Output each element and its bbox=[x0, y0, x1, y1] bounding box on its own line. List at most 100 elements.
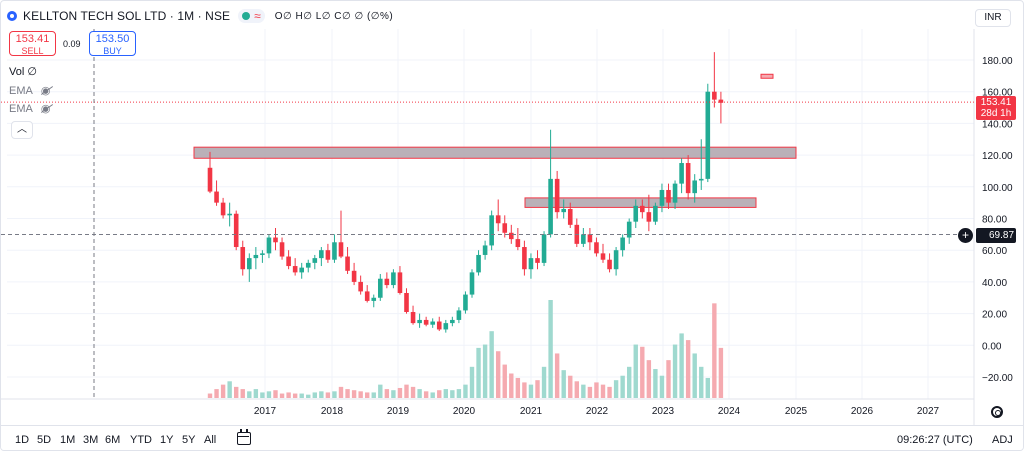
candle-body bbox=[541, 234, 547, 263]
add-plus-icon[interactable]: + bbox=[958, 228, 973, 243]
candle-body bbox=[476, 254, 481, 273]
range-button-all[interactable]: All bbox=[204, 434, 217, 446]
volume-bar bbox=[666, 360, 671, 398]
bar-countdown: 28d 1h bbox=[980, 108, 1012, 119]
symbol-title[interactable]: KELLTON TECH SOL LTD · 1M · NSE bbox=[23, 9, 231, 23]
year-tick-label: 2017 bbox=[254, 406, 277, 417]
buy-button[interactable]: 153.50 BUY bbox=[89, 31, 136, 56]
candle-body bbox=[351, 270, 357, 282]
volume-bar bbox=[607, 386, 612, 398]
volume-bar bbox=[587, 386, 593, 398]
candle-body bbox=[581, 234, 586, 244]
spread-value: 0.09 bbox=[63, 39, 81, 49]
range-button-5y[interactable]: 5Y bbox=[182, 434, 196, 446]
candle-body bbox=[397, 272, 403, 293]
ema-indicator-1[interactable]: EMA ◉ bbox=[9, 84, 51, 98]
volume-bar bbox=[266, 391, 272, 398]
range-button-ytd[interactable]: YTD bbox=[130, 434, 152, 446]
price-axis: 180.00 160.00 140.00 120.00 100.00 80.00 60.00… bbox=[982, 56, 1013, 384]
volume-bar bbox=[391, 390, 396, 398]
candle-body bbox=[482, 245, 488, 255]
volume-bar bbox=[365, 392, 370, 398]
volume-indicator[interactable]: Vol ∅ bbox=[9, 65, 37, 79]
range-button-6m[interactable]: 6M bbox=[105, 434, 121, 446]
volume-bar bbox=[351, 390, 357, 398]
symbol-legend: KELLTON TECH SOL LTD · 1M · NSE ≈ O∅ H∅ … bbox=[7, 9, 393, 23]
price-zones bbox=[193, 73, 797, 208]
candle-body bbox=[640, 205, 645, 213]
volume-bar bbox=[292, 393, 298, 398]
hidden-eye-icon[interactable]: ◉ bbox=[40, 103, 51, 115]
vol-label: Vol bbox=[9, 65, 25, 78]
candle-body bbox=[312, 258, 318, 263]
volume-bar bbox=[319, 391, 324, 398]
candle-body bbox=[410, 312, 416, 324]
volume-bar bbox=[312, 392, 317, 398]
volume-bar bbox=[325, 392, 331, 398]
candle-body bbox=[338, 242, 344, 257]
volume-bar bbox=[548, 300, 553, 398]
volume-bar bbox=[718, 347, 724, 398]
volume-bar bbox=[496, 351, 501, 398]
candle-body bbox=[292, 266, 298, 273]
volume-bar bbox=[260, 392, 265, 398]
range-button-1m[interactable]: 1M bbox=[60, 434, 76, 446]
volume-bar bbox=[568, 375, 573, 398]
year-tick-label: 2018 bbox=[321, 406, 344, 417]
volume-bar bbox=[699, 366, 704, 398]
hidden-eye-icon[interactable]: ◉ bbox=[40, 85, 51, 97]
volume-bar bbox=[633, 344, 638, 398]
volume-bar bbox=[443, 389, 448, 398]
calendar-icon[interactable] bbox=[237, 429, 251, 445]
candle-body bbox=[417, 319, 422, 324]
volume-bar bbox=[417, 389, 422, 398]
chevron-up-icon[interactable]: ︿ bbox=[11, 121, 33, 139]
sell-price: 153.41 bbox=[15, 33, 50, 45]
volume-bar bbox=[273, 390, 278, 398]
volume-bar bbox=[659, 375, 665, 398]
volume-bar bbox=[345, 389, 350, 398]
price-tick-label: 0.00 bbox=[982, 341, 1002, 352]
market-open-icon bbox=[242, 12, 251, 20]
volume-bar bbox=[469, 366, 475, 398]
ema2-label: EMA bbox=[9, 102, 33, 115]
range-button-1d[interactable]: 1D bbox=[15, 434, 30, 446]
volume-bar bbox=[554, 353, 560, 398]
candle-body bbox=[253, 254, 259, 259]
buy-price: 153.50 bbox=[95, 33, 130, 45]
utc-clock[interactable]: 09:26:27 (UTC) bbox=[897, 434, 973, 446]
candlesticks bbox=[207, 52, 724, 333]
candle-body bbox=[279, 242, 285, 257]
candle-body bbox=[561, 208, 566, 213]
volume-bar bbox=[214, 389, 219, 398]
candle-body bbox=[273, 237, 278, 243]
candle-body bbox=[404, 292, 409, 313]
volume-bar bbox=[450, 390, 455, 398]
sell-button[interactable]: 153.41 SELL bbox=[9, 31, 56, 56]
gear-icon[interactable] bbox=[991, 406, 1003, 418]
range-button-3m[interactable]: 3M bbox=[83, 434, 99, 446]
vol-value: ∅ bbox=[27, 66, 37, 78]
bottom-toolbar: 1D 5D 1M 3M 6M YTD 1Y 5Y All 09:26:27 (U… bbox=[1, 425, 1023, 450]
currency-button[interactable]: INR bbox=[975, 9, 1011, 27]
adj-button[interactable]: ADJ bbox=[992, 434, 1013, 446]
candle-body bbox=[567, 208, 573, 225]
crosshair-price-tag: 69.87 bbox=[976, 228, 1016, 243]
candle-body bbox=[443, 323, 449, 330]
volume-bar bbox=[705, 377, 710, 398]
candle-body bbox=[626, 221, 632, 238]
volume-bar bbox=[541, 366, 547, 398]
ema-indicator-2[interactable]: EMA ◉ bbox=[9, 102, 51, 116]
volume-bar bbox=[456, 389, 462, 398]
market-status[interactable]: ≈ bbox=[238, 9, 265, 23]
range-button-1y[interactable]: 1Y bbox=[160, 434, 174, 446]
volume-bar bbox=[522, 382, 527, 398]
ema1-label: EMA bbox=[9, 84, 33, 97]
volume-bar bbox=[561, 370, 566, 398]
year-tick-label: 2023 bbox=[652, 406, 675, 417]
range-button-5d[interactable]: 5D bbox=[37, 434, 52, 446]
last-price-tag: 153.41 28d 1h bbox=[976, 96, 1016, 120]
candle-body bbox=[587, 234, 593, 243]
candle-body bbox=[207, 167, 213, 192]
